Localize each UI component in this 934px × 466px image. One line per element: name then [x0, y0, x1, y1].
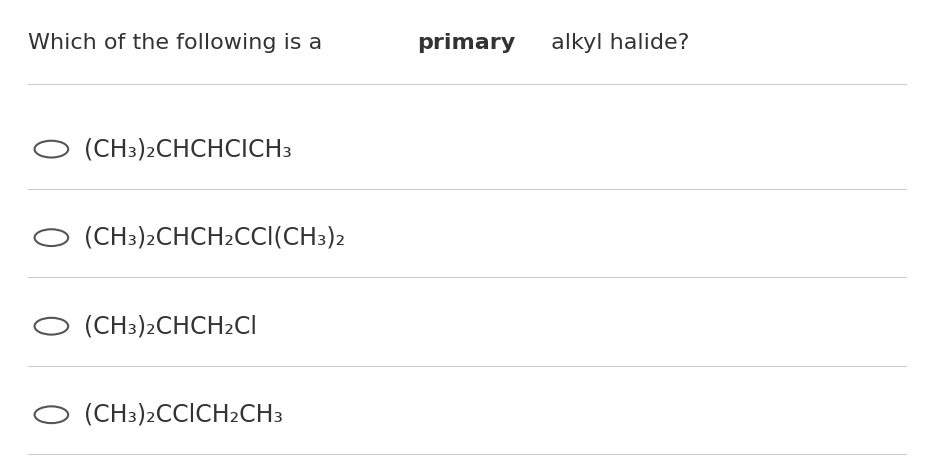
Text: (CH₃)₂CHCHCICH₃: (CH₃)₂CHCHCICH₃: [84, 137, 292, 161]
Text: alkyl halide?: alkyl halide?: [544, 33, 689, 53]
Text: (CH₃)₂CClCH₂CH₃: (CH₃)₂CClCH₂CH₃: [84, 403, 283, 427]
Text: (CH₃)₂CHCH₂Cl: (CH₃)₂CHCH₂Cl: [84, 314, 257, 338]
Text: primary: primary: [417, 33, 516, 53]
Text: (CH₃)₂CHCH₂CCl(CH₃)₂: (CH₃)₂CHCH₂CCl(CH₃)₂: [84, 226, 346, 250]
Text: Which of the following is a: Which of the following is a: [28, 33, 330, 53]
